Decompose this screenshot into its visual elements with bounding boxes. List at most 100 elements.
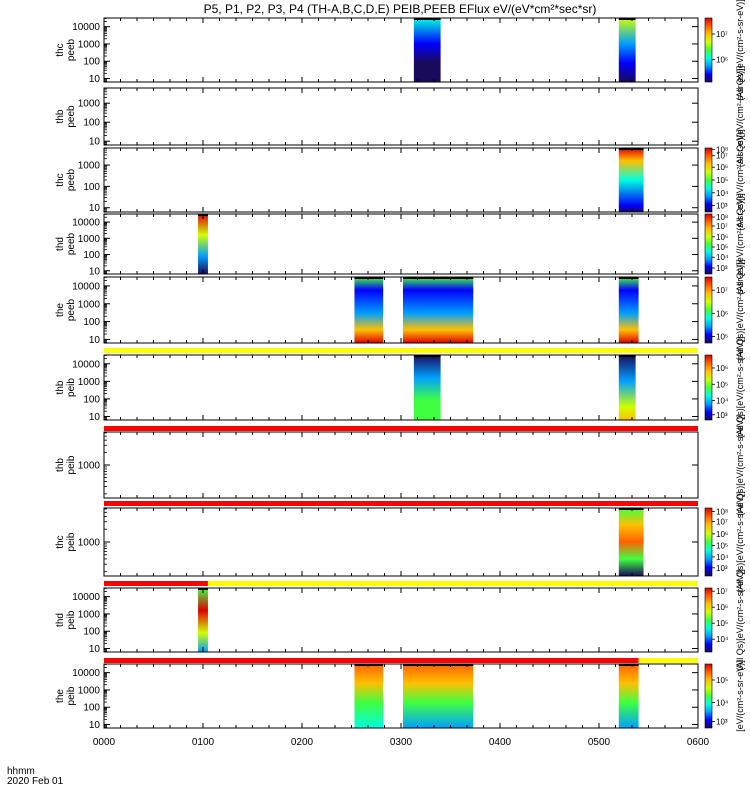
panels-layer: 10 100 1000 10000 thc peeb 10⁶ 10⁷ (All Qs)[eV/(… xyxy=(55,0,745,732)
y-tick-label: 100 xyxy=(83,57,100,68)
panel-product-label: peeb xyxy=(66,38,77,61)
y-tick-label: 1000 xyxy=(78,377,101,388)
colorbar-tick-label: 10⁶ xyxy=(716,309,728,318)
panel-frame xyxy=(103,431,699,499)
colorbar xyxy=(704,587,713,653)
x-tick-label: 0400 xyxy=(489,737,512,748)
colorbar-tick-label: 10⁴ xyxy=(716,698,729,707)
colorbar-tick-label: 10⁴ xyxy=(716,635,729,644)
flag-bar-segment xyxy=(638,658,698,663)
panel-product-label: peib xyxy=(66,610,77,629)
y-tick-label: 100 xyxy=(83,703,100,714)
block-top-edge xyxy=(354,664,384,666)
colorbar xyxy=(704,663,713,729)
x-tick-label: 0100 xyxy=(192,737,215,748)
block-top-edge xyxy=(618,355,636,357)
y-tick-label: 100 xyxy=(83,627,100,638)
colorbar-tick-label: 10⁶ xyxy=(716,530,728,539)
y-tick-label: 1000 xyxy=(78,99,101,110)
panel-product-label: peeb xyxy=(66,232,77,255)
panel-frame xyxy=(103,587,699,653)
colorbar-label: (All Qs)[eV/(cm²-s-sr-eV)] xyxy=(735,66,745,168)
flag-bar-segment xyxy=(104,658,639,663)
colorbar-label: [eV/(cm²-s-sr-eV)] xyxy=(735,660,745,732)
colorbar-tick-label: 10⁷ xyxy=(716,518,728,527)
y-tick-label: 1000 xyxy=(78,685,101,696)
panel-probe-label: thb xyxy=(55,380,66,394)
y-tick-label: 10000 xyxy=(72,22,100,33)
block-top-edge xyxy=(618,148,644,150)
colorbar-tick-label: 10⁵ xyxy=(716,541,728,550)
colorbar-tick-label: 10⁵ xyxy=(716,176,728,185)
colorbar-tick-label: 10⁶ xyxy=(716,163,728,172)
colorbar-label: (All Qs)[eV/(cm²-s-sr-eV)] xyxy=(735,337,745,439)
colorbar-tick-label: 10⁵ xyxy=(716,243,728,252)
colorbar-tick-label: 10⁷ xyxy=(716,587,728,596)
y-tick-label: 100 xyxy=(83,394,100,405)
panel-frame xyxy=(103,87,699,146)
panel-2: 10 100 1000 thb peeb (All Qs)[eV/(cm²-s-sr-eV… xyxy=(55,66,745,168)
panel-probe-label: thb xyxy=(55,109,66,123)
colorbar-tick-label: 10⁶ xyxy=(716,56,728,65)
panel-frame xyxy=(103,17,699,83)
block-top-edge xyxy=(618,277,639,279)
y-tick-label: 1000 xyxy=(78,609,101,620)
colorbar-tick-label: 10⁷ xyxy=(716,152,728,161)
block-top-edge xyxy=(402,664,474,666)
colorbar-tick-label: 10⁵ xyxy=(716,332,728,341)
x-tick-label: 0300 xyxy=(390,737,413,748)
colorbar xyxy=(704,147,713,213)
panel-6: 10 100 1000 10000 thb peib 10⁶ 10⁵ 10⁴ 10³ (All Qs… xyxy=(55,337,745,439)
panel-frame xyxy=(103,354,699,421)
y-tick-label: 1000 xyxy=(78,39,101,50)
flag-bar-segment xyxy=(104,501,698,506)
colorbar-tick-label: 10⁸ xyxy=(716,507,728,516)
colorbar-label: (All Qs)[eV/(cm²-s-sr-eV)] xyxy=(735,259,745,361)
block-top-edge xyxy=(413,355,441,357)
panel-product-label: peib xyxy=(66,455,77,474)
colorbar-label: (All Qs)[eV/(cm²-s-sr-eV)] xyxy=(735,193,745,295)
panel-product-label: peib xyxy=(66,686,77,705)
spectrogram-block xyxy=(618,148,644,212)
flag-bar-segment xyxy=(207,581,698,586)
colorbar xyxy=(704,213,713,275)
y-tick-label: 10000 xyxy=(72,359,100,370)
colorbar xyxy=(704,507,713,577)
colorbar-label: (All Qs)[eV/(cm²-s-sr-eV)] xyxy=(735,129,745,231)
y-tick-label: 10000 xyxy=(72,668,100,679)
spectrogram-block xyxy=(618,277,639,343)
spectrogram-block xyxy=(413,355,441,420)
time-axis: 0000 0100 0200 0300 0400 0500 0600 xyxy=(93,737,710,748)
y-tick-label: 10 xyxy=(89,137,101,148)
colorbar-tick-label: 10⁸ xyxy=(716,145,728,154)
block-top-edge xyxy=(402,277,474,279)
colorbar xyxy=(704,17,713,83)
panel-7: 1000 thb peib (All Qs)[eV/(cm²-s-sr-eV)] xyxy=(55,414,745,516)
spectrogram-block xyxy=(354,664,384,728)
panel-probe-label: thb xyxy=(55,458,66,472)
colorbar-tick-label: 10⁶ xyxy=(716,364,728,373)
block-top-edge xyxy=(618,508,644,510)
y-tick-label: 10000 xyxy=(72,592,100,603)
y-tick-label: 100 xyxy=(83,182,100,193)
colorbar-tick-label: 10⁴ xyxy=(716,397,729,406)
y-tick-label: 10000 xyxy=(72,281,100,292)
colorbar-tick-label: 10⁷ xyxy=(716,286,728,295)
date-label: 2020 Feb 01 xyxy=(7,776,64,787)
colorbar-tick-label: 10⁴ xyxy=(716,553,729,562)
x-tick-label: 0000 xyxy=(93,737,116,748)
colorbar-tick-label: 10³ xyxy=(716,564,728,573)
spectrogram-block xyxy=(354,277,384,343)
panel-10: 10 100 1000 10000 the peib 10⁵ 10⁴ 10³ [eV/(cm²-s… xyxy=(55,658,745,732)
panel-probe-label: thc xyxy=(55,173,66,186)
panel-frame xyxy=(103,213,699,275)
spectrogram-block xyxy=(413,18,441,82)
colorbar-tick-label: 10⁶ xyxy=(716,233,728,242)
panel-9: 10 100 1000 10000 thd peib 10⁷ 10⁶ 10⁵ 10⁴ (All Qs… xyxy=(55,569,745,671)
y-tick-label: 10 xyxy=(89,266,101,277)
colorbar-tick-label: 10³ xyxy=(716,411,728,420)
y-tick-label: 100 xyxy=(83,317,100,328)
hhmm-label: hhmm xyxy=(7,766,35,777)
